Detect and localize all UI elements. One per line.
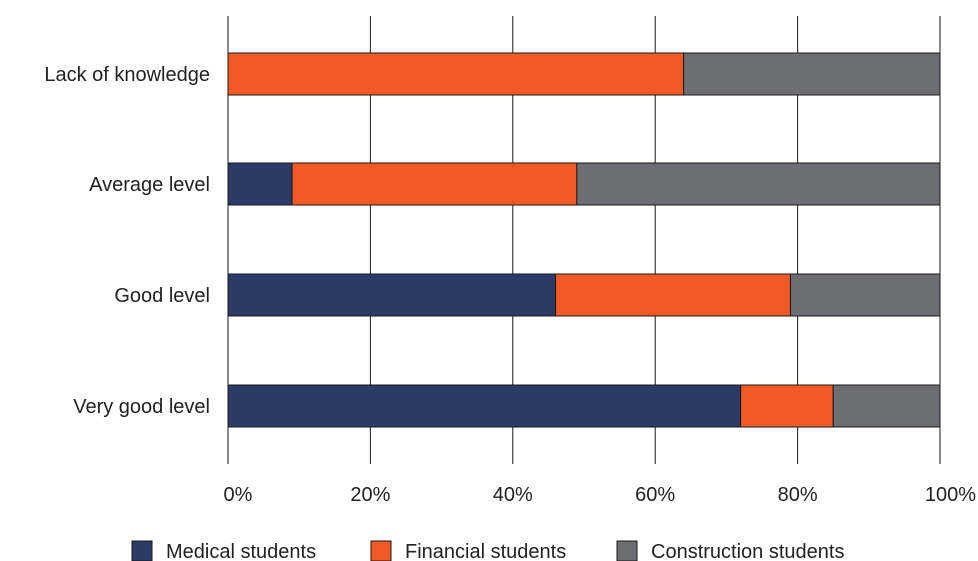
category-label: Very good level xyxy=(73,396,210,418)
bars xyxy=(227,52,941,428)
bar-segment xyxy=(789,273,941,317)
bar-segment xyxy=(832,384,941,428)
legend-label: Financial students xyxy=(405,541,566,561)
x-tick-label: 40% xyxy=(493,484,533,506)
legend-swatch xyxy=(616,540,638,561)
x-tick-label: 100% xyxy=(925,484,976,506)
legend-swatch xyxy=(131,540,153,561)
bar-segment xyxy=(555,273,791,317)
x-tick-label: 80% xyxy=(778,484,818,506)
category-label: Average level xyxy=(89,174,210,196)
legend-label: Construction students xyxy=(651,541,844,561)
x-tick-label: 60% xyxy=(635,484,675,506)
category-label: Good level xyxy=(114,285,210,307)
legend: Medical students Financial students Constr… xyxy=(131,540,844,561)
x-axis-ticks: 0% 20% 40% 60% 80% 100% xyxy=(224,484,977,506)
legend-label: Medical students xyxy=(166,541,316,561)
legend-swatch xyxy=(370,540,392,561)
bar-segment xyxy=(291,162,578,206)
bar-segment xyxy=(683,52,941,96)
bar-segment xyxy=(576,162,941,206)
category-label: Lack of knowledge xyxy=(44,64,210,86)
bar-segment xyxy=(227,384,742,428)
x-tick-label: 20% xyxy=(350,484,390,506)
bar-segment xyxy=(740,384,834,428)
bar-segment xyxy=(227,273,557,317)
category-labels: Lack of knowledge Average level Good level… xyxy=(44,64,210,418)
bar-segment xyxy=(227,162,293,206)
bar-segment xyxy=(227,52,685,96)
x-tick-label: 0% xyxy=(224,484,253,506)
